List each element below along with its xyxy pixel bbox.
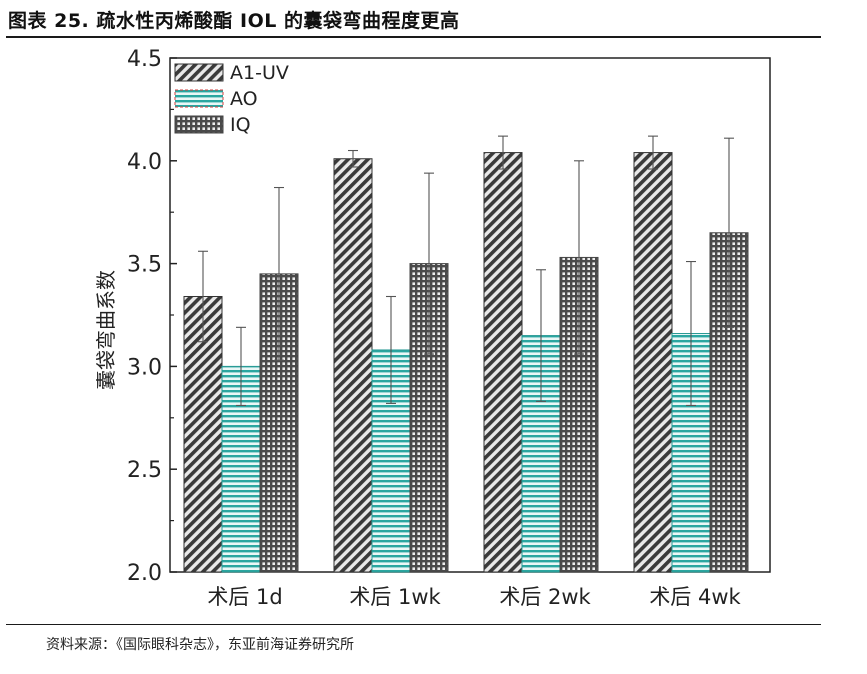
x-tick-label: 术后 2wk [499,585,591,609]
x-tick-label: 术后 1d [207,585,282,609]
legend-swatch-iq [174,115,224,134]
error-bar [498,135,508,170]
bar-a1-uv-1 [333,158,373,573]
error-bar [236,326,246,407]
error-bar [574,160,584,355]
bars [183,152,749,573]
bar-a1-uv-2 [483,152,523,573]
source-divider [6,624,821,625]
x-tick-label: 术后 1wk [349,585,441,609]
y-axis-label: 囊袋弯曲系数 [94,270,118,390]
error-bars [198,135,734,407]
error-bar [686,260,696,407]
error-bar [648,135,658,170]
legend-label: A1-UV [230,62,289,84]
bar-a1-uv-0 [183,295,223,573]
legend-label: IQ [230,114,251,136]
bar-a1-uv-3 [633,152,673,573]
y-tick-label: 2.5 [127,458,162,483]
error-bar [724,137,734,328]
error-bar [348,149,358,168]
figure-title: 图表 25. 疏水性丙烯酸酯 IOL 的囊袋弯曲程度更高 [8,10,460,32]
y-tick-label: 3.0 [127,355,162,380]
error-bar [386,295,396,404]
error-bar [424,172,434,355]
title-divider [6,36,821,38]
source-note: 资料来源：《国际眼科杂志》，东亚前海证券研究所 [46,637,354,653]
y-tick-label: 4.5 [127,47,162,72]
error-bar [198,250,208,343]
error-bar [274,186,284,361]
x-tick-label: 术后 4wk [649,585,741,609]
legend-label: AO [230,88,258,110]
legend: A1-UV AO IQ [174,62,289,136]
error-bar [536,269,546,402]
y-tick-label: 3.5 [127,253,162,278]
axes: 2.0 2.5 3.0 3.5 4.0 4.5 术后 1d 术后 1wk 术后 2wk 术后 4w… [127,47,771,609]
y-tick-label: 4.0 [127,150,162,175]
legend-swatch-a1-uv [174,63,224,82]
y-tick-label: 2.0 [127,561,162,586]
legend-swatch-ao [174,89,224,108]
